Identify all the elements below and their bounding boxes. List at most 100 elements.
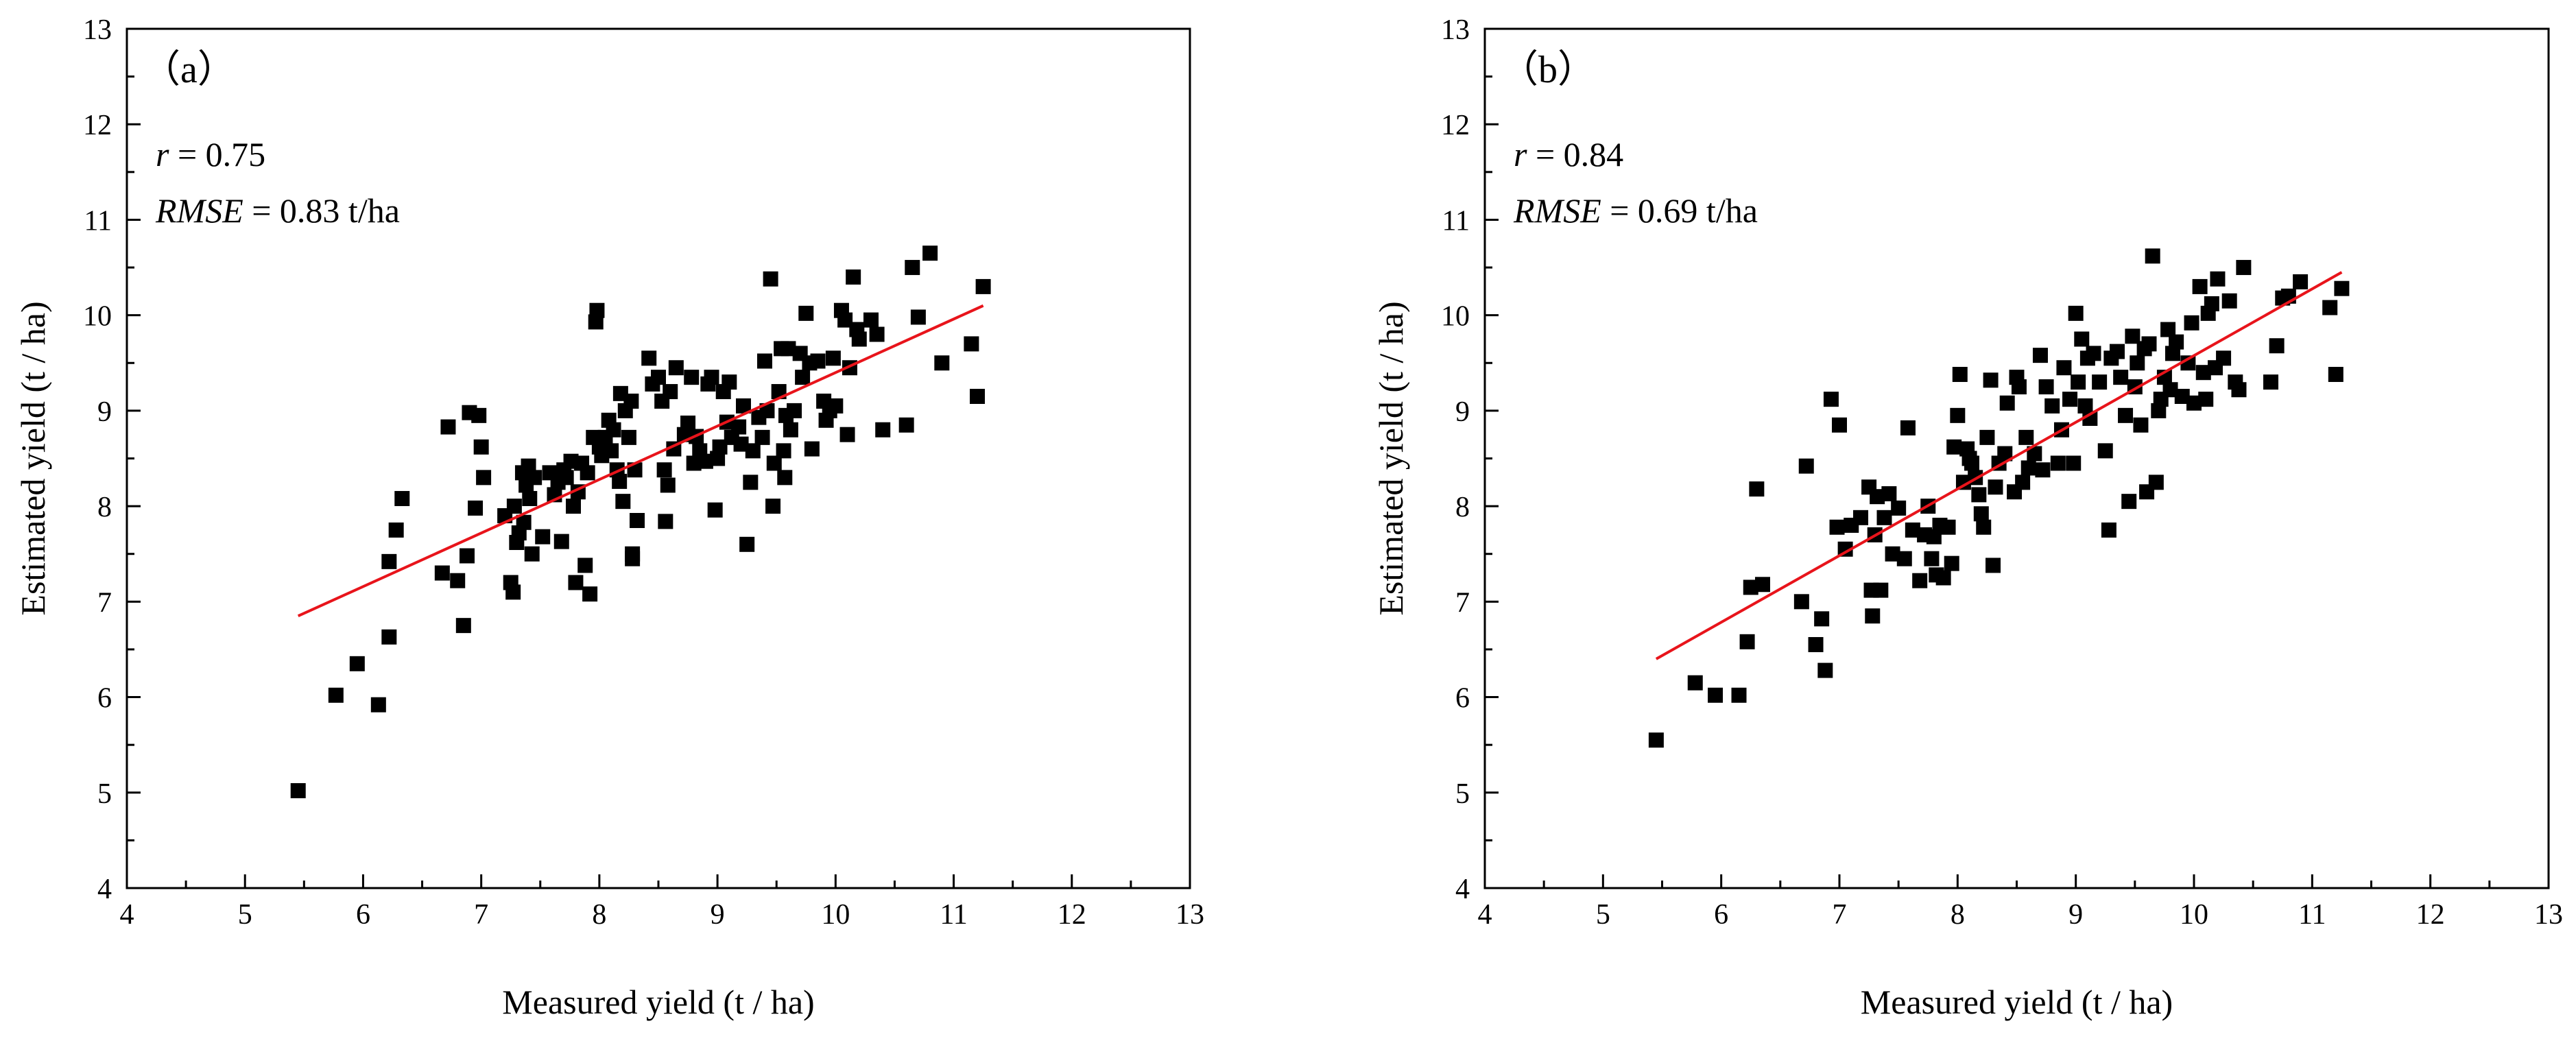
scatter-point: [1926, 529, 1942, 545]
scatter-point: [1973, 506, 1989, 522]
scatter-point: [1997, 446, 2013, 462]
scatter-point: [754, 429, 770, 445]
scatter-point: [2328, 366, 2344, 382]
scatter-point: [656, 462, 672, 478]
scatter-point: [2160, 322, 2176, 337]
scatter-point: [2118, 407, 2134, 423]
scatter-point: [2180, 355, 2196, 371]
scatter-point: [506, 499, 522, 514]
scatter-point: [1814, 611, 1830, 627]
scatter-point: [1988, 479, 2003, 495]
scatter-point: [527, 470, 542, 486]
scatter-point: [905, 260, 920, 276]
scatter-point: [1648, 732, 1664, 748]
y-tick-label: 10: [1441, 301, 1470, 333]
scatter-point: [2071, 374, 2086, 390]
x-tick-label: 6: [356, 899, 370, 931]
scatter-point: [1952, 366, 1968, 382]
y-tick-label: 8: [1455, 492, 1470, 523]
x-tick-label: 12: [2416, 899, 2445, 931]
scatter-point: [795, 370, 811, 385]
scatter-point: [798, 305, 814, 321]
scatter-point: [1950, 407, 1966, 423]
panel-a: 4 5 6 7 8 9 10 11 12 13 4 5 6 7 8 9 10 11 12 13 Measured yie…: [14, 14, 1204, 1021]
scatter-point: [2074, 331, 2090, 347]
scatter-point: [2204, 296, 2219, 311]
scatter-point: [787, 403, 802, 418]
scatter-point: [1971, 487, 1987, 503]
scatter-point: [766, 455, 782, 471]
scatter-point: [2269, 338, 2285, 354]
scatter-point: [759, 403, 775, 418]
x-axis-title: Measured yield (t / ha): [502, 983, 814, 1021]
scatter-point: [2092, 374, 2108, 390]
x-tick-label: 9: [711, 899, 725, 931]
y-tick-label: 5: [97, 778, 112, 810]
y-tick-label: 7: [1455, 587, 1470, 619]
scatter-point: [1983, 372, 1999, 388]
scatter-point: [2231, 382, 2247, 398]
x-tick-label: 10: [821, 899, 850, 931]
scatter-point: [1999, 395, 2015, 411]
scatter-point: [606, 422, 621, 438]
scatter-point: [2130, 355, 2145, 371]
scatter-point: [721, 374, 737, 390]
scatter-point: [381, 629, 397, 645]
scatter-point: [934, 355, 950, 371]
scatter-point: [1900, 420, 1916, 435]
x-tick-label: 4: [1478, 899, 1492, 931]
y-axis-title: Estimated yield (t / ha): [1372, 301, 1410, 615]
scatter-point: [2011, 379, 2027, 395]
scatter-point: [381, 553, 397, 569]
x-axis-title: Measured yield (t / ha): [1861, 983, 2173, 1021]
scatter-point: [875, 422, 891, 438]
x-tick-label: 11: [2298, 899, 2326, 931]
scatter-point: [394, 490, 410, 506]
scatter-point: [783, 422, 798, 438]
y-axis-title: Estimated yield (t / ha): [14, 301, 52, 615]
scatter-point: [898, 417, 914, 433]
scatter-point: [704, 370, 719, 385]
x-tick-label: 12: [1058, 899, 1086, 931]
plot-frame: [1483, 27, 2550, 889]
y-tick-label: 6: [1455, 683, 1470, 715]
scatter-point: [2133, 417, 2149, 433]
scatter-point: [2293, 274, 2309, 289]
x-tick-label: 13: [1176, 899, 1204, 931]
x-tick-label: 5: [238, 899, 252, 931]
scatter-point: [2032, 348, 2048, 363]
scatter-point: [2015, 475, 2031, 490]
scatter-point: [2148, 475, 2164, 490]
y-tick-label: 8: [97, 492, 112, 523]
x-tick-label: 8: [592, 899, 606, 931]
scatter-point: [476, 470, 492, 486]
scatter-point: [2077, 398, 2093, 414]
x-tick-label: 11: [940, 899, 967, 931]
scatter-point: [328, 687, 344, 703]
scatter-point: [910, 309, 926, 325]
scatter-point: [1832, 417, 1847, 433]
scatter-point: [1853, 510, 1869, 525]
correlation-stat: r = 0.84: [1514, 135, 1623, 174]
scatter-point: [604, 443, 619, 459]
scatter-point: [851, 331, 867, 347]
scatter-point: [2056, 360, 2072, 376]
panel-b: 4 5 6 7 8 9 10 11 12 13 4 5 6 7 8 9 10 11 12 13 Measured yie…: [1372, 14, 2563, 1021]
scatter-point: [440, 419, 456, 435]
scatter-point: [2334, 280, 2350, 296]
scatter-point: [1873, 582, 1889, 598]
scatter-point: [1793, 594, 1809, 610]
scatter-point: [2174, 389, 2190, 405]
scatter-point: [2101, 522, 2116, 538]
scatter-point: [1979, 429, 1995, 445]
scatter-point: [668, 360, 684, 376]
x-tick-label: 9: [2068, 899, 2083, 931]
scatter-point: [1955, 475, 1971, 490]
scatter-point: [863, 312, 879, 328]
scatter-point: [2062, 392, 2078, 407]
scatter-point: [1708, 687, 1724, 703]
y-tick-label: 9: [1455, 396, 1470, 428]
scatter-point: [1985, 558, 2001, 573]
scatter-point: [739, 536, 755, 552]
scatter-point: [697, 453, 713, 469]
